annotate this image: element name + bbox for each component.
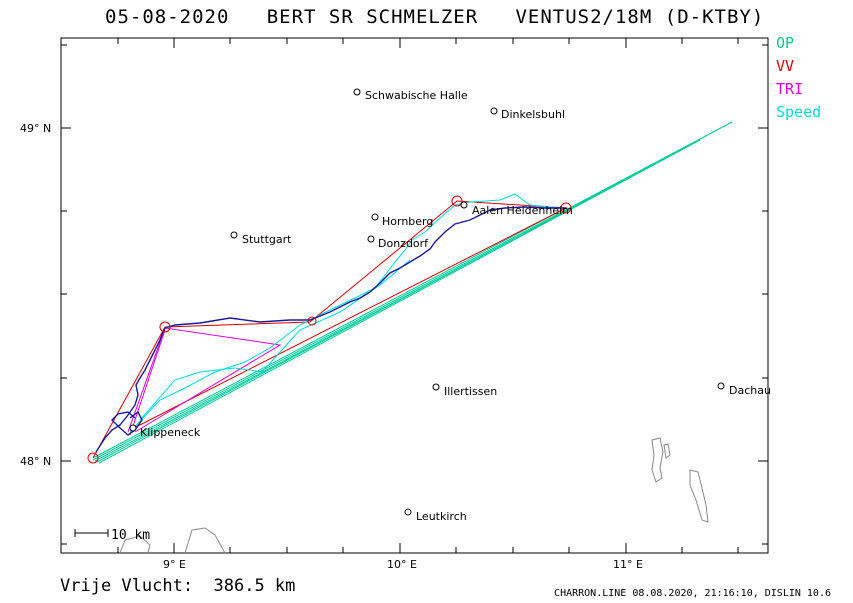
city-label-leutkirch: Leutkirch	[416, 510, 467, 523]
lat-ticks	[61, 44, 768, 545]
scale-label: 10 km	[111, 528, 150, 543]
scale-bar	[74, 529, 109, 537]
city-label-stuttgart: Stuttgart	[242, 233, 292, 246]
credit-text: CHARRON.LINE 08.08.2020, 21:16:10, DISLI…	[554, 588, 831, 599]
city-markers	[129, 88, 725, 516]
lat-label-48: 48° N	[20, 455, 51, 468]
lon-label-11: 11° E	[613, 558, 643, 571]
city-marker	[367, 235, 375, 243]
city-label-dachau: Dachau	[729, 384, 771, 397]
map-frame	[60, 37, 769, 554]
page-title: 05-08-2020 BERT SR SCHMELZER VENTUS2/18M…	[105, 6, 765, 28]
lon-label-10: 10° E	[387, 558, 417, 571]
lat-label-49: 49° N	[20, 122, 51, 135]
city-label-illertissen: Illertissen	[444, 385, 497, 398]
track-tri	[127, 327, 282, 436]
city-marker	[230, 231, 238, 239]
city-label-donzdorf: Donzdorf	[378, 237, 429, 250]
city-marker	[371, 213, 379, 221]
city-marker	[432, 383, 440, 391]
city-label-aalen-heidenheim: Aalen Heidenheim	[472, 204, 573, 217]
legend-vv: VV	[776, 57, 795, 75]
legend-tri: TRI	[776, 80, 804, 98]
track-op	[92, 121, 733, 464]
legend-op: OP	[776, 34, 795, 52]
distance-text: Vrije Vlucht: 386.5 km	[60, 576, 296, 596]
lon-label-9: 9° E	[163, 558, 186, 571]
city-label-klippeneck: Klippeneck	[140, 426, 201, 439]
city-label-hornberg: Hornberg	[382, 215, 433, 228]
city-marker	[460, 201, 468, 209]
city-label-dinkelsbuhl: Dinkelsbuhl	[501, 108, 565, 121]
legend-speed: Speed	[776, 103, 822, 121]
city-marker	[404, 508, 412, 516]
lon-ticks	[117, 38, 739, 553]
city-marker	[353, 88, 361, 96]
city-marker	[717, 382, 725, 390]
city-marker	[490, 107, 498, 115]
track-vv	[92, 200, 568, 459]
city-label-schwabische-halle: Schwabische Halle	[365, 89, 468, 102]
turnpoint-markers	[87, 195, 572, 464]
city-marker	[129, 424, 137, 432]
track-flight	[95, 206, 566, 453]
water-outlines	[119, 437, 709, 554]
